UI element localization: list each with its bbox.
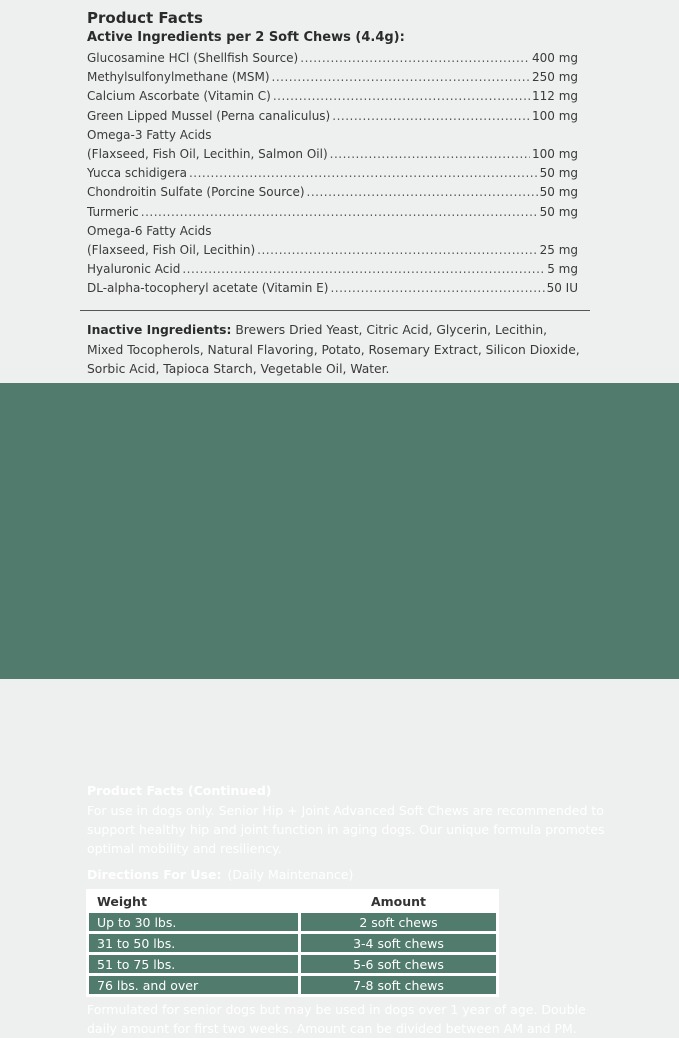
header-weight: Weight	[89, 892, 298, 910]
weight-cell: 76 lbs. and over	[89, 976, 298, 994]
ingredient-name: Turmeric	[87, 204, 139, 219]
footer-text: Formulated for senior dogs but may be us…	[87, 1002, 586, 1036]
ingredient-row: Omega-3 Fatty Acids	[87, 126, 578, 145]
dot-leader	[272, 68, 530, 87]
ingredient-row: Chondroitin Sulfate (Porcine Source) 50 m…	[87, 183, 578, 202]
ingredient-name: Omega-6 Fatty Acids	[87, 223, 212, 238]
ingredient-row: Green Lipped Mussel (Perna canaliculus) 1…	[87, 107, 578, 126]
dosage-table: Weight Amount Up to 30 lbs. 2 soft chews 3…	[86, 889, 499, 997]
dot-leader	[330, 145, 530, 164]
dot-leader	[182, 260, 545, 279]
header-amount: Amount	[301, 892, 496, 910]
ingredient-row: Omega-6 Fatty Acids	[87, 222, 578, 241]
ingredient-name: Chondroitin Sulfate (Porcine Source)	[87, 185, 305, 200]
ingredient-name: Hyaluronic Acid	[87, 262, 181, 277]
table-row: 51 to 75 lbs. 5-6 soft chews	[89, 955, 496, 973]
ingredient-row: Methylsulfonylmethane (MSM) 250 mg	[87, 68, 578, 87]
page-title: Product Facts	[87, 9, 203, 27]
dot-leader	[189, 164, 538, 183]
ingredient-name: (Flaxseed, Fish Oil, Lecithin)	[87, 242, 256, 257]
amount-cell: 3-4 soft chews	[301, 934, 496, 952]
ingredient-row: Turmeric 50 mg	[87, 203, 578, 222]
ingredient-amount: 50 IU	[546, 281, 578, 296]
ingredient-name: Yucca schidigera	[87, 166, 187, 181]
dot-leader	[273, 87, 530, 106]
ingredient-row: (Flaxseed, Fish Oil, Lecithin, Salmon Oi…	[87, 145, 578, 164]
ingredient-row: Glucosamine HCl (Shellfish Source) 400 mg	[87, 49, 578, 68]
ingredient-amount: 250 mg	[531, 70, 578, 85]
directions-label: Directions For Use:	[87, 867, 222, 882]
amount-cell: 2 soft chews	[301, 913, 496, 931]
active-ingredients-heading: Active Ingredients per 2 Soft Chews (4.4…	[87, 30, 405, 45]
directions-note: (Daily Maintenance)	[227, 867, 354, 882]
continued-text: For use in dogs only. Senior Hip + Joint…	[87, 803, 605, 856]
table-header: Weight Amount	[89, 892, 496, 910]
inactive-label: Inactive Ingredients:	[87, 323, 232, 337]
ingredient-amount: 50 mg	[539, 204, 578, 219]
dot-leader	[332, 107, 530, 126]
ingredient-row: (Flaxseed, Fish Oil, Lecithin) 25 mg	[87, 241, 578, 260]
dot-leader	[330, 279, 544, 298]
ingredient-name: Omega-3 Fatty Acids	[87, 127, 212, 142]
ingredient-name: Calcium Ascorbate (Vitamin C)	[87, 89, 271, 104]
ingredient-name: Green Lipped Mussel (Perna canaliculus)	[87, 108, 331, 123]
dot-leader	[257, 241, 537, 260]
ingredient-name: (Flaxseed, Fish Oil, Lecithin, Salmon Oi…	[87, 146, 328, 161]
dot-leader	[300, 49, 530, 68]
directions-heading: Directions For Use: (Daily Maintenance)	[87, 867, 353, 882]
table-row: 31 to 50 lbs. 3-4 soft chews	[89, 934, 496, 952]
weight-cell: Up to 30 lbs.	[89, 913, 298, 931]
ingredient-amount: 50 mg	[539, 185, 578, 200]
dot-leader	[141, 203, 538, 222]
ingredient-amount: 100 mg	[531, 146, 578, 161]
table-row: Up to 30 lbs. 2 soft chews	[89, 913, 496, 931]
ingredient-amount: 100 mg	[531, 108, 578, 123]
ingredient-amount: 400 mg	[531, 51, 578, 65]
amount-cell: 7-8 soft chews	[301, 976, 496, 994]
ingredients-panel: Product Facts Active Ingredients per 2 S…	[0, 0, 679, 383]
ingredient-row: DL-alpha-tocopheryl acetate (Vitamin E) 5…	[87, 279, 578, 298]
inactive-ingredients: Inactive Ingredients: Brewers Dried Yeas…	[87, 321, 587, 380]
ingredient-amount: 50 mg	[539, 166, 578, 181]
ingredient-name: Methylsulfonylmethane (MSM)	[87, 70, 270, 85]
continued-title: Product Facts (Continued)	[87, 783, 272, 798]
weight-cell: 51 to 75 lbs.	[89, 955, 298, 973]
directions-panel: Product Facts (Continued) For use in dog…	[0, 383, 679, 1036]
ingredient-name: Glucosamine HCl (Shellfish Source)	[87, 51, 299, 65]
inactive-text: Brewers Dried Yeast, Citric Acid, Glycer…	[87, 323, 580, 376]
ingredient-row: Yucca schidigera 50 mg	[87, 164, 578, 183]
ingredient-amount: 25 mg	[539, 242, 578, 257]
dot-leader	[307, 183, 538, 202]
divider	[80, 310, 590, 311]
weight-cell: 31 to 50 lbs.	[89, 934, 298, 952]
ingredient-list: Glucosamine HCl (Shellfish Source) 400 mg…	[87, 49, 578, 298]
ingredient-row: Calcium Ascorbate (Vitamin C) 112 mg	[87, 87, 578, 106]
amount-cell: 5-6 soft chews	[301, 955, 496, 973]
ingredient-name: DL-alpha-tocopheryl acetate (Vitamin E)	[87, 281, 329, 296]
ingredient-amount: 5 mg	[547, 262, 578, 277]
table-row: 76 lbs. and over 7-8 soft chews	[89, 976, 496, 994]
ingredient-row: Hyaluronic Acid 5 mg	[87, 260, 578, 279]
ingredient-amount: 112 mg	[531, 89, 578, 104]
